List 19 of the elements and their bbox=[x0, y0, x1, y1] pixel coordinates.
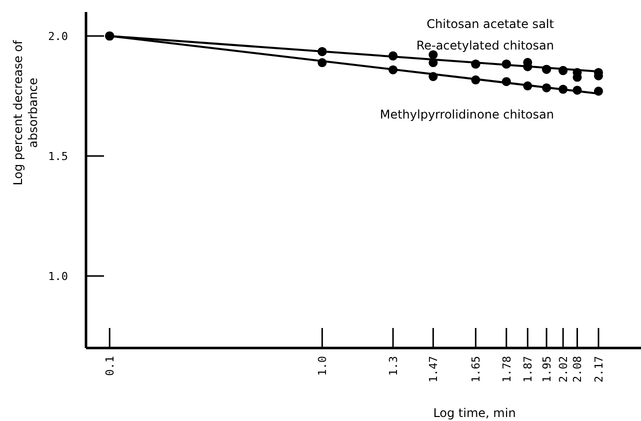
x-tick-label: 0.1 bbox=[104, 356, 117, 376]
x-tick-label: 1.78 bbox=[500, 356, 514, 382]
x-tick-label: 1.65 bbox=[470, 356, 483, 382]
x-tick-label: 1.3 bbox=[387, 356, 400, 376]
y-tick-label: 1.5 bbox=[48, 150, 68, 163]
x-tick-label: 2.08 bbox=[571, 356, 584, 382]
series-label: Methylpyrrolidinone chitosan bbox=[380, 108, 554, 122]
x-tick-label: 1.95 bbox=[540, 356, 554, 382]
x-tick-label: 1.87 bbox=[522, 356, 535, 382]
x-tick-label: 1.0 bbox=[316, 356, 330, 376]
x-tick-label: 2.02 bbox=[557, 356, 570, 382]
x-tick-label: 2.17 bbox=[592, 356, 606, 382]
y-tick-label: 1.0 bbox=[48, 270, 68, 283]
x-axis-title: Log time, min bbox=[433, 406, 516, 420]
y-tick-label: 2.0 bbox=[48, 30, 68, 43]
y-axis-title: Log percent decrease of absorbance bbox=[11, 40, 40, 186]
series-label: Re-acetylated chitosan bbox=[416, 38, 554, 52]
series-label: Chitosan acetate salt bbox=[426, 16, 554, 31]
x-tick-label: 1.47 bbox=[427, 356, 440, 382]
